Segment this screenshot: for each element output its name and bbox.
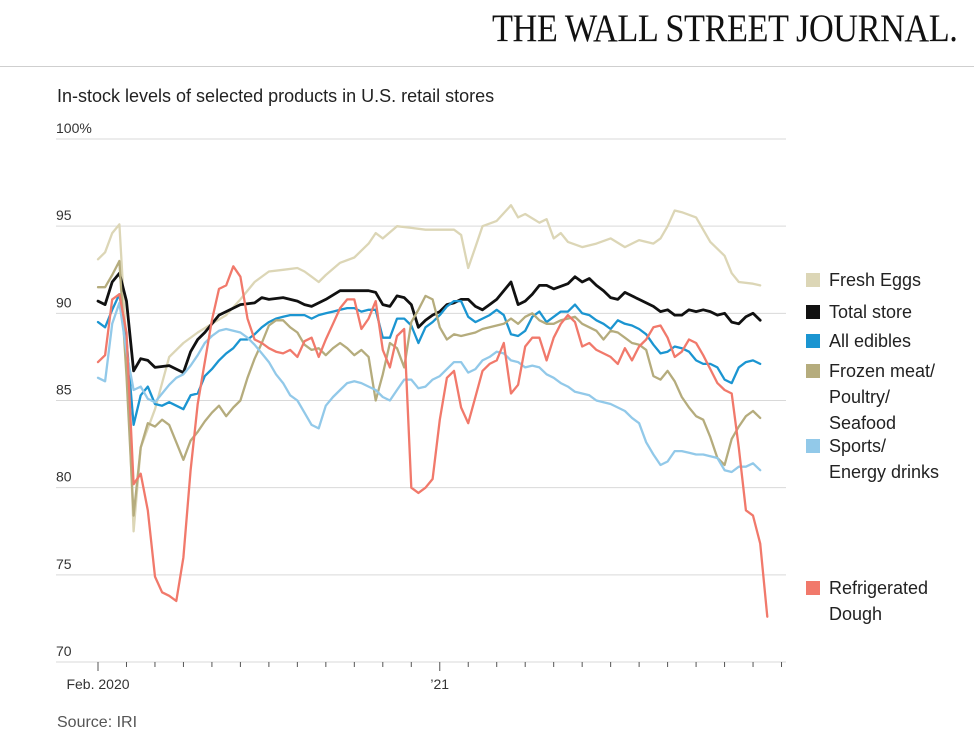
y-tick-label: 80 — [56, 469, 72, 485]
legend-swatch — [806, 334, 820, 348]
y-tick-label: 100% — [56, 120, 92, 136]
legend-label: Seafood — [829, 413, 896, 433]
series-line-all-edibles — [96, 293, 762, 427]
y-tick-label: 90 — [56, 294, 72, 310]
legend-label: Energy drinks — [829, 462, 939, 482]
series-line-refrigerated-dough — [96, 265, 769, 618]
legend-label: Sports/ — [829, 436, 886, 456]
chart-title: In-stock levels of selected products in … — [57, 86, 495, 106]
legend: Fresh Eggs Total store All edibles Frozen m… — [806, 270, 939, 624]
legend-label: Total store — [829, 302, 912, 322]
legend-swatch — [806, 581, 820, 595]
series-line-frozen-meat-poultry-seafood — [96, 259, 762, 517]
legend-label: Refrigerated — [829, 578, 928, 598]
legend-label: All edibles — [829, 331, 911, 351]
x-tick-label: Feb. 2020 — [66, 676, 129, 692]
source-note: Source: IRI — [57, 714, 138, 731]
legend-label: Dough — [829, 604, 882, 624]
legend-label: Fresh Eggs — [829, 270, 921, 290]
series-line-total-store — [96, 271, 762, 374]
wsj-logo[interactable]: THE WALL STREET JOURNAL. — [492, 7, 958, 50]
series-lines — [96, 204, 769, 618]
legend-swatch — [806, 305, 820, 319]
legend-swatch — [806, 439, 820, 453]
legend-swatch — [806, 364, 820, 378]
y-axis-ticks: 100% 95 90 85 80 75 70 — [56, 120, 92, 659]
legend-label: Poultry/ — [829, 387, 890, 407]
y-tick-label: 75 — [56, 556, 72, 572]
y-tick-label: 95 — [56, 207, 72, 223]
x-tick-label: ’21 — [430, 676, 449, 692]
legend-label: Frozen meat/ — [829, 361, 935, 381]
legend-swatch — [806, 273, 820, 287]
gridlines — [56, 138, 786, 663]
y-tick-label: 70 — [56, 643, 72, 659]
series-line-fresh-eggs — [96, 204, 762, 533]
x-axis: Feb. 2020 ’21 — [66, 662, 783, 692]
y-tick-label: 85 — [56, 382, 72, 398]
masthead: THE WALL STREET JOURNAL. — [0, 0, 974, 67]
